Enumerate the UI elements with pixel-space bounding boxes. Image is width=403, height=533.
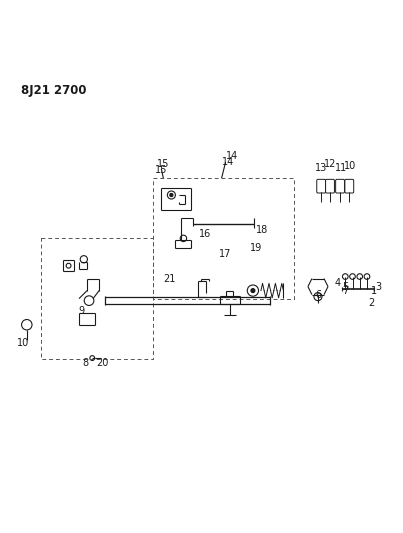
Text: 19: 19 [249, 244, 262, 253]
Text: 4: 4 [335, 278, 341, 288]
Text: 6: 6 [315, 289, 321, 300]
Text: 10: 10 [344, 161, 356, 171]
Text: 18: 18 [256, 225, 268, 236]
Text: 9: 9 [78, 306, 84, 316]
Text: 8: 8 [82, 358, 88, 368]
FancyBboxPatch shape [326, 179, 334, 193]
Text: 5: 5 [342, 281, 349, 292]
Text: 12: 12 [324, 159, 336, 169]
FancyBboxPatch shape [317, 179, 326, 193]
Text: 10: 10 [17, 338, 29, 348]
Text: 1: 1 [371, 286, 377, 296]
Text: 11: 11 [335, 163, 347, 173]
Circle shape [251, 288, 255, 293]
Circle shape [170, 193, 173, 197]
Text: 2: 2 [368, 297, 374, 308]
Text: 13: 13 [315, 163, 327, 173]
Text: 20: 20 [96, 358, 108, 368]
Text: 14: 14 [222, 157, 234, 167]
Text: 17: 17 [219, 249, 232, 260]
Text: 14: 14 [226, 151, 239, 161]
FancyBboxPatch shape [345, 179, 354, 193]
Text: 3: 3 [375, 282, 381, 293]
Text: 21: 21 [163, 273, 176, 284]
Text: 15: 15 [155, 165, 168, 175]
Text: 7: 7 [342, 286, 349, 296]
Text: 8J21 2700: 8J21 2700 [21, 84, 86, 97]
Text: 16: 16 [199, 229, 212, 239]
Text: 15: 15 [156, 158, 169, 168]
FancyBboxPatch shape [336, 179, 345, 193]
